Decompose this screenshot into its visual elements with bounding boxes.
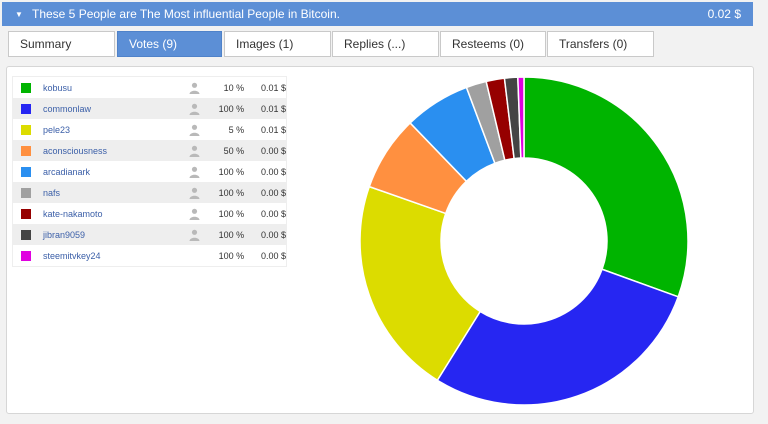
vote-percent: 100 %	[218, 229, 245, 240]
vote-row: steemitvkey24 100 % 0.00 $	[13, 245, 286, 266]
legend-swatch	[21, 208, 31, 219]
person-icon	[188, 166, 200, 178]
donut-slice-pele23[interactable]	[359, 185, 482, 382]
tab-summary[interactable]: Summary	[8, 31, 115, 57]
legend-swatch	[21, 124, 31, 135]
person-icon	[188, 208, 200, 220]
vote-percent: 100 %	[218, 187, 245, 198]
vote-percent: 5 %	[228, 124, 245, 135]
vote-row: aconsciousness 50 % 0.00 $	[13, 140, 286, 161]
donut-slice-kobusu[interactable]	[523, 76, 689, 298]
tab-replies[interactable]: Replies (...)	[332, 31, 439, 57]
vote-value: 0.00 $	[260, 187, 286, 198]
person-icon	[188, 187, 200, 199]
vote-value: 0.00 $	[260, 166, 286, 177]
vote-percent: 100 %	[218, 250, 245, 261]
vote-value: 0.01 $	[260, 103, 286, 114]
vote-percent: 50 %	[223, 145, 245, 156]
vote-row: arcadianark 100 % 0.00 $	[13, 161, 286, 182]
vote-row: kate-nakamoto 100 % 0.00 $	[13, 203, 286, 224]
voter-name-link[interactable]: kobusu	[43, 82, 73, 93]
voter-name-link[interactable]: jibran9059	[43, 229, 86, 240]
chevron-down-icon[interactable]: ▼	[15, 9, 23, 19]
legend-swatch	[21, 187, 31, 198]
post-header[interactable]: ▼ These 5 People are The Most influentia…	[2, 2, 753, 26]
payout-amount: 0.02 $	[707, 7, 741, 21]
voter-name-link[interactable]: aconsciousness	[43, 145, 108, 156]
person-icon	[188, 229, 200, 241]
tab-votes[interactable]: Votes (9)	[117, 31, 222, 57]
vote-value: 0.01 $	[260, 82, 286, 93]
vote-value: 0.00 $	[260, 229, 286, 240]
legend-swatch	[21, 250, 31, 261]
voter-name-link[interactable]: arcadianark	[43, 166, 91, 177]
post-title: These 5 People are The Most influential …	[32, 7, 340, 21]
person-icon	[188, 145, 200, 157]
person-icon	[188, 250, 200, 262]
legend-swatch	[21, 82, 31, 93]
voter-name-link[interactable]: pele23	[43, 124, 71, 135]
voter-name-link[interactable]: steemitvkey24	[43, 250, 101, 261]
person-icon	[188, 103, 200, 115]
vote-row: commonlaw 100 % 0.01 $	[13, 98, 286, 119]
tab-images[interactable]: Images (1)	[224, 31, 331, 57]
vote-percent: 100 %	[218, 166, 245, 177]
legend-swatch	[21, 103, 31, 114]
person-icon	[188, 124, 200, 136]
vote-value: 0.00 $	[260, 145, 286, 156]
vote-value: 0.01 $	[260, 124, 286, 135]
vote-row: nafs 100 % 0.00 $	[13, 182, 286, 203]
vote-row: pele23 5 % 0.01 $	[13, 119, 286, 140]
tab-resteems[interactable]: Resteems (0)	[440, 31, 546, 57]
donut-slice-commonlaw[interactable]	[436, 268, 680, 406]
tab-transfers[interactable]: Transfers (0)	[547, 31, 654, 57]
voter-name-link[interactable]: commonlaw	[43, 103, 92, 114]
voter-name-link[interactable]: kate-nakamoto	[43, 208, 103, 219]
voter-name-link[interactable]: nafs	[43, 187, 61, 198]
vote-percent: 100 %	[218, 208, 245, 219]
vote-row: jibran9059 100 % 0.00 $	[13, 224, 286, 245]
legend-swatch	[21, 145, 31, 156]
vote-value: 0.00 $	[260, 250, 286, 261]
vote-value: 0.00 $	[260, 208, 286, 219]
legend-swatch	[21, 166, 31, 177]
vote-percent: 10 %	[223, 82, 245, 93]
votes-donut-chart	[359, 76, 689, 406]
vote-row: kobusu 10 % 0.01 $	[13, 77, 286, 98]
person-icon	[188, 82, 200, 94]
voters-list: kobusu 10 % 0.01 $ commonlaw 100 % 0.01 $ pele…	[12, 76, 287, 267]
vote-percent: 100 %	[218, 103, 245, 114]
legend-swatch	[21, 229, 31, 240]
donut-slice-steemitvkey24[interactable]	[517, 76, 525, 159]
